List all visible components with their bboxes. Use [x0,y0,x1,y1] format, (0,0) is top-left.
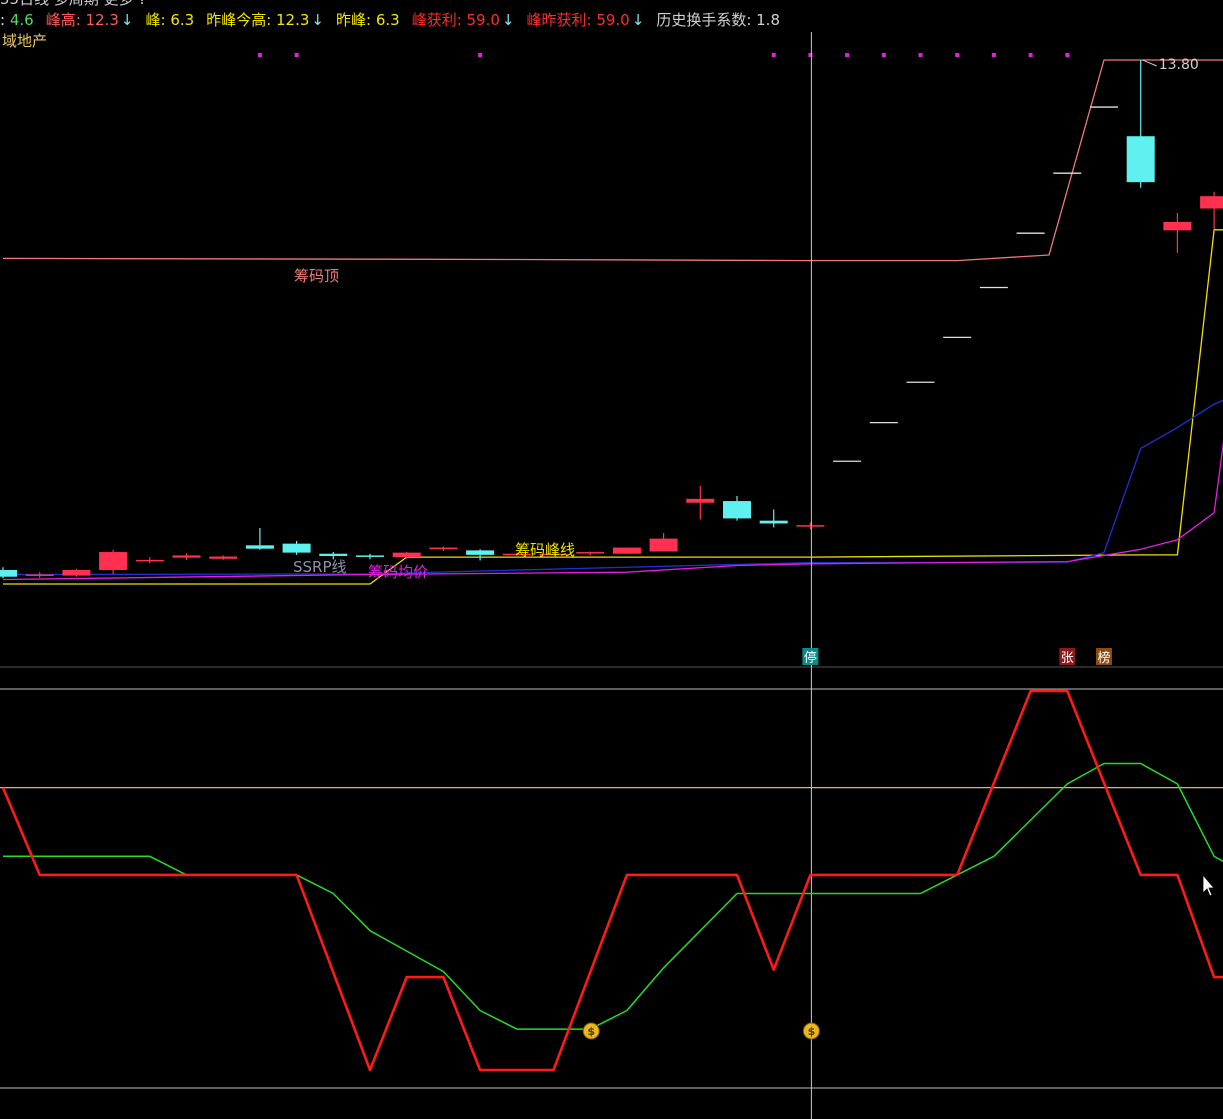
candle-body [612,547,641,554]
indicator-header: 55日线 多周期 更多 ? : 4.6峰高: 12.3↓峰: 6.3昨峰今高: … [0,0,1223,54]
event-badge [1096,648,1112,665]
candle-body [1200,196,1223,209]
candle-body [356,555,384,557]
candle-body [135,559,164,562]
indicator-label: 昨峰今高: [206,11,277,29]
event-badge-label: 张 [1061,651,1074,666]
indicator-number: 12.3 [85,11,119,29]
peak-pointer [1142,59,1157,67]
line-label-chip_top: 筹码顶 [294,267,339,285]
down-arrow-icon: ↓ [501,11,515,29]
candle-body [759,520,788,524]
line-label-ssrp: SSRP线 [293,558,347,576]
signal-dot [1028,53,1033,57]
indicator-label: : [0,11,10,29]
peak-price-label: 13.80 [1159,57,1199,73]
money-bag-glyph: $ [587,1025,595,1038]
chip-peak-line [3,229,1223,585]
indicator-number: 59.0 [466,11,500,29]
sector-label: 域地产 [2,32,48,50]
event-badge-label: 停 [804,650,817,666]
ssrp-line [2,399,1223,576]
candle-body [576,552,605,554]
line-label-peak: 筹码峰线 [515,541,575,559]
indicator-label: 峰: [145,11,171,29]
money-bag-icon [802,1022,820,1040]
chip-top-line [2,59,1223,262]
indicator-value-7: 历史换手系数: 1.8 [656,11,780,29]
indicator-number: 4.6 [9,11,34,29]
line-label-avg_cost: 筹码均价 [368,563,428,581]
indicator-value-2: 峰: 6.3 [146,11,195,29]
signal-dot [1065,53,1070,57]
signal-dot [918,53,923,57]
candle-body [172,555,201,558]
candle-body [25,574,54,576]
indicator-value-0: : 4.6 [0,11,34,29]
signal-dot [808,53,813,57]
candle-body [1126,136,1155,183]
down-arrow-icon: ↓ [631,11,645,29]
signal-dot [294,53,299,57]
money-bag-icon [582,1022,600,1040]
signal-dot [771,53,776,57]
candle-body [209,556,238,559]
candle-body [245,545,274,549]
indicator-label: 峰昨获利: [526,11,597,29]
candle-body [99,552,128,570]
mouse-cursor-icon [1202,873,1215,897]
indicator-number: 6.3 [375,11,400,29]
candle-body [649,538,678,552]
down-arrow-icon: ↓ [120,11,134,29]
candle-body [319,553,348,556]
candle-body [502,553,531,556]
indicator-label: 峰获利: [411,11,467,29]
down-arrow-icon: ↓ [311,11,324,29]
signal-dot [881,53,886,57]
candle-body [723,501,751,519]
indicator-number: 59.0 [596,11,630,29]
indicator-number: 6.3 [170,11,195,29]
candle-body [796,525,825,527]
period-tabs[interactable]: 55日线 多周期 更多 ? [0,0,146,9]
candle-body [282,543,311,553]
osc-green-line [3,762,1223,1030]
indicator-value-1: 峰高: 12.3 ↓ [46,11,134,29]
indicator-label: 历史换手系数: [656,11,757,29]
candle-body [1163,221,1192,231]
candle-body [539,553,568,556]
indicator-label: 昨峰: [336,11,376,29]
signal-dot [991,53,996,57]
event-badge [802,648,819,665]
candle-body [429,547,458,550]
event-badge-label: 榜 [1097,650,1110,666]
indicator-value-3: 昨峰今高: 12.3 ↓ [206,11,324,29]
candle-body [686,498,715,503]
indicator-value-5: 峰获利: 59.0 ↓ [412,11,515,29]
signal-dot [257,53,262,57]
candle-body [62,569,91,576]
candle-body [392,552,421,558]
indicator-value-6: 峰昨获利: 59.0 ↓ [527,11,645,29]
indicator-number: 12.3 [276,11,310,29]
candle-body [0,569,17,577]
candle-body [466,550,495,555]
signal-dot [955,53,960,57]
signal-dot [478,53,483,57]
indicator-label: 峰高: [45,11,86,29]
event-badge [1059,648,1076,665]
indicator-values: : 4.6 峰高: 12.3 ↓ 峰: 6.3 昨峰今高: 12.3 ↓ 昨峰: 6.3 峰获… [0,10,792,30]
signal-dot [845,53,850,57]
indicator-number: 1.8 [756,11,780,29]
osc-red-line [1,689,1223,1072]
avg-cost-line [2,441,1223,581]
money-bag-glyph: $ [808,1025,816,1038]
indicator-value-4: 昨峰: 6.3 [336,11,400,29]
